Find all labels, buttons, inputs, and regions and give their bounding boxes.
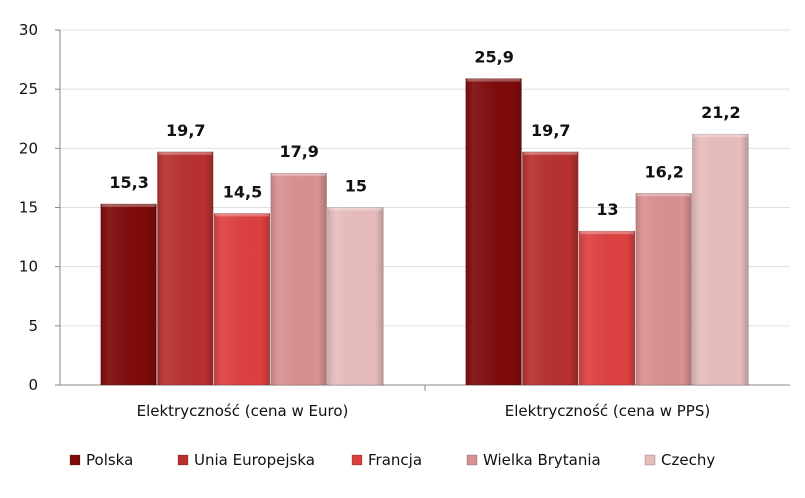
bars — [100, 78, 749, 386]
x-axis: Elektryczność (cena w Euro) Elektryczność… — [137, 385, 710, 420]
legend-label: Wielka Brytania — [483, 451, 601, 469]
bar-bevel — [466, 78, 521, 82]
data-label: 19,7 — [531, 121, 570, 140]
bar-shading — [522, 151, 579, 385]
data-label: 16,2 — [644, 162, 683, 181]
data-label: 21,2 — [701, 103, 740, 122]
legend-item: Czechy — [644, 451, 715, 469]
bar-bevel — [580, 231, 634, 235]
bar-bevel — [328, 207, 383, 211]
bar-shading — [100, 203, 157, 385]
legend-swatch — [69, 454, 81, 466]
legend-item: Wielka Brytania — [466, 451, 601, 469]
data-label: 13 — [596, 200, 618, 219]
legend-label: Czechy — [661, 451, 715, 469]
bar-bevel — [693, 134, 748, 138]
data-label: 19,7 — [166, 121, 205, 140]
y-tick-label: 20 — [19, 139, 38, 157]
y-tick-label: 0 — [28, 376, 38, 394]
legend-label: Unia Europejska — [194, 451, 315, 469]
data-label: 14,5 — [223, 182, 262, 201]
legend: Polska Unia Europejska Francja Wielka Bryta… — [69, 451, 715, 469]
bar-shading — [465, 78, 522, 386]
x-category-label: Elektryczność (cena w PPS) — [505, 402, 710, 420]
legend-label: Polska — [86, 451, 133, 469]
bar-bevel — [158, 151, 213, 155]
y-tick-label: 25 — [19, 80, 38, 98]
bar-shading — [157, 151, 214, 385]
legend-swatch — [644, 454, 656, 466]
y-tick-label: 30 — [19, 21, 38, 39]
bar-shading — [692, 134, 749, 385]
legend-item: Unia Europejska — [177, 451, 315, 469]
data-label: 15 — [345, 177, 367, 196]
bar-shading — [579, 231, 635, 385]
bar-bevel — [523, 151, 578, 155]
data-label: 15,3 — [109, 173, 148, 192]
legend-item: Francja — [351, 451, 422, 469]
bar-shading — [270, 173, 327, 385]
bar-bevel — [215, 213, 269, 217]
data-labels: 15,3 19,7 14,5 17,9 15 25,9 19,7 13 16,2 21,2 — [109, 48, 740, 220]
legend-item: Polska — [69, 451, 133, 469]
legend-swatch — [177, 454, 189, 466]
y-axis: 0 5 10 15 20 25 30 — [19, 21, 61, 394]
data-label: 25,9 — [474, 48, 513, 67]
bar-shading — [327, 207, 384, 385]
y-tick-label: 5 — [28, 317, 38, 335]
legend-label: Francja — [368, 451, 422, 469]
legend-swatch — [466, 454, 478, 466]
bar-shading — [214, 213, 270, 385]
y-tick-label: 10 — [19, 258, 38, 276]
data-label: 17,9 — [279, 142, 318, 161]
x-category-label: Elektryczność (cena w Euro) — [137, 402, 349, 420]
bar-bevel — [271, 173, 326, 177]
bar-bevel — [636, 193, 691, 197]
y-tick-label: 15 — [19, 199, 38, 217]
bar-shading — [635, 193, 692, 385]
bar-bevel — [101, 203, 156, 207]
legend-swatch — [351, 454, 363, 466]
